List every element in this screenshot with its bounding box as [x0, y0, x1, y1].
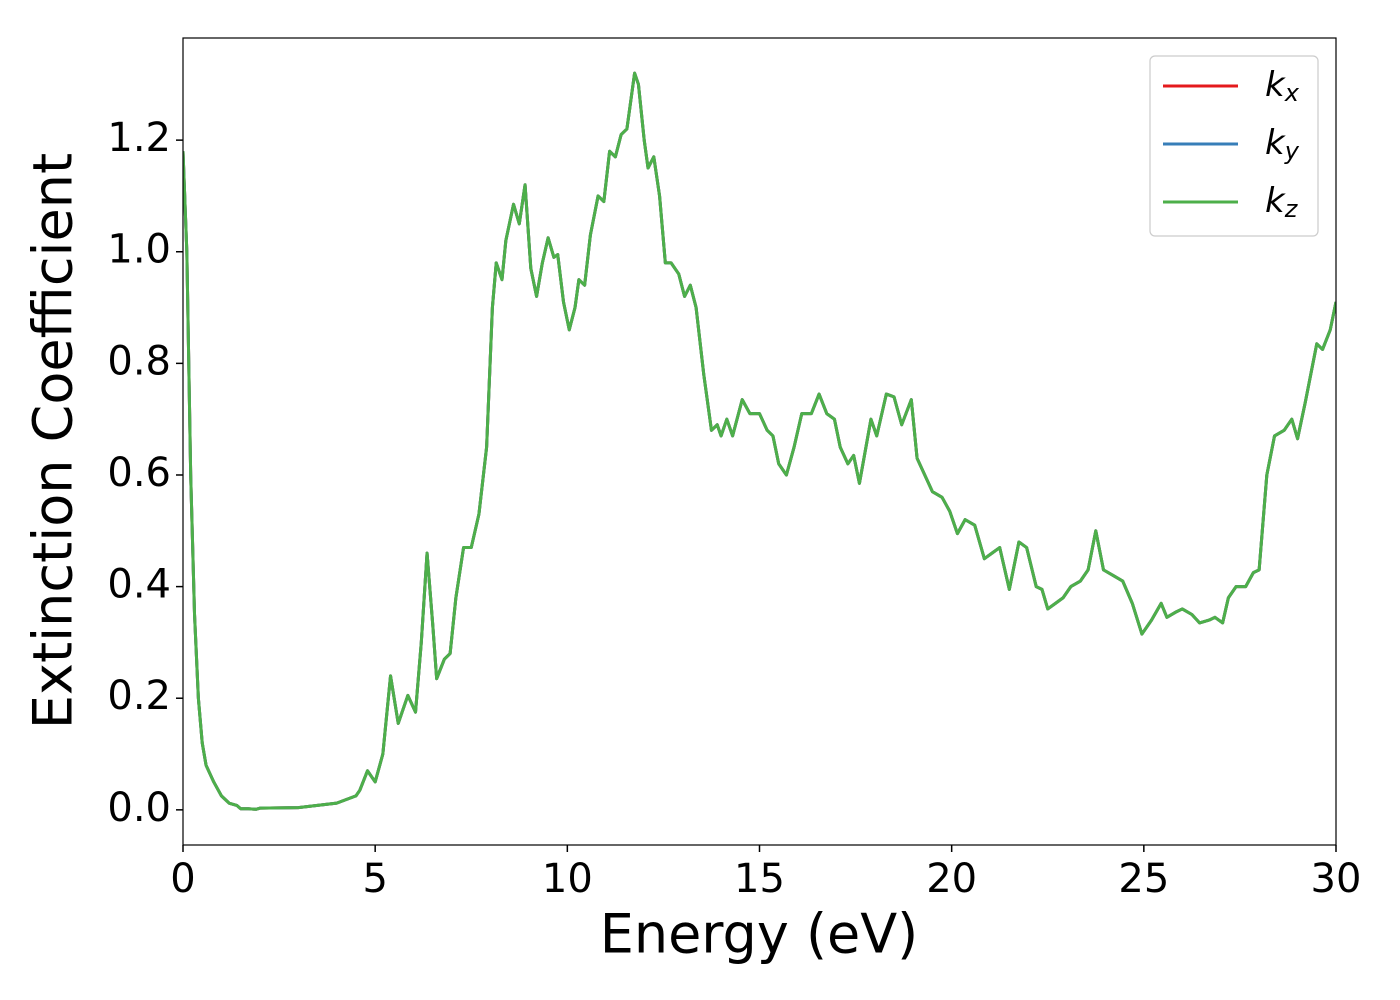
plot-frame — [182, 37, 1337, 846]
legend-label: kx — [1265, 65, 1300, 108]
x-tick-label: 25 — [1118, 856, 1169, 902]
y-tick-label: 0.2 — [107, 673, 171, 719]
y-tick-label: 0.4 — [107, 562, 171, 608]
legend-box — [1149, 55, 1319, 237]
legend: kx ky kz — [1149, 55, 1319, 237]
y-tick-label: 1.2 — [107, 115, 171, 161]
y-tick-label: 0.6 — [107, 450, 171, 496]
plot-lines — [183, 71, 1336, 811]
legend-label: kz — [1265, 181, 1299, 224]
legend-label: ky — [1265, 123, 1300, 166]
y-tick-label: 0.0 — [107, 785, 171, 831]
x-axis-label: Energy (eV) — [600, 903, 919, 966]
x-tick-label: 30 — [1311, 856, 1362, 902]
x-tick-label: 20 — [926, 856, 977, 902]
y-tick-label: 1.0 — [107, 227, 171, 273]
y-axis-label: Extinction Coefficient — [22, 153, 85, 729]
x-tick-label: 0 — [170, 856, 195, 902]
x-tick-label: 10 — [542, 856, 593, 902]
x-tick-label: 15 — [734, 856, 785, 902]
y-tick-label: 0.8 — [107, 338, 171, 384]
x-tick-label: 5 — [362, 856, 387, 902]
series-line — [183, 71, 1336, 811]
